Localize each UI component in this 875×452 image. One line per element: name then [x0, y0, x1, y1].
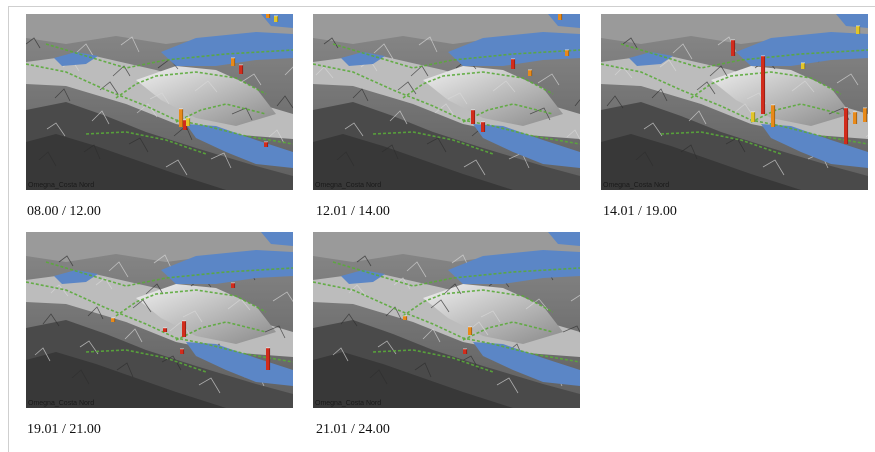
map-panel-1: Omegna_Costa Nord	[26, 14, 293, 190]
terrain-map: Omegna_Costa Nord	[26, 232, 293, 408]
terrain-map: Omegna_Costa Nord	[313, 14, 580, 190]
panel-caption-2: 12.01 / 14.00	[316, 204, 390, 219]
map-label: Omegna_Costa Nord	[28, 182, 94, 189]
map-label: Omegna_Costa Nord	[315, 400, 381, 407]
terrain-map: Omegna_Costa Nord	[26, 14, 293, 190]
page-frame	[8, 6, 875, 452]
map-panel-4: Omegna_Costa Nord	[26, 232, 293, 408]
map-label: Omegna_Costa Nord	[603, 182, 669, 189]
map-panel-2: Omegna_Costa Nord	[313, 14, 580, 190]
map-label: Omegna_Costa Nord	[315, 182, 381, 189]
map-panel-5: Omegna_Costa Nord	[313, 232, 580, 408]
panel-caption-1: 08.00 / 12.00	[27, 204, 101, 219]
terrain-map: Omegna_Costa Nord	[601, 14, 868, 190]
terrain-map: Omegna_Costa Nord	[313, 232, 580, 408]
map-panel-3: Omegna_Costa Nord	[601, 14, 868, 190]
panel-caption-3: 14.01 / 19.00	[603, 204, 677, 219]
panel-caption-4: 19.01 / 21.00	[27, 422, 101, 437]
map-label: Omegna_Costa Nord	[28, 400, 94, 407]
panel-caption-5: 21.01 / 24.00	[316, 422, 390, 437]
